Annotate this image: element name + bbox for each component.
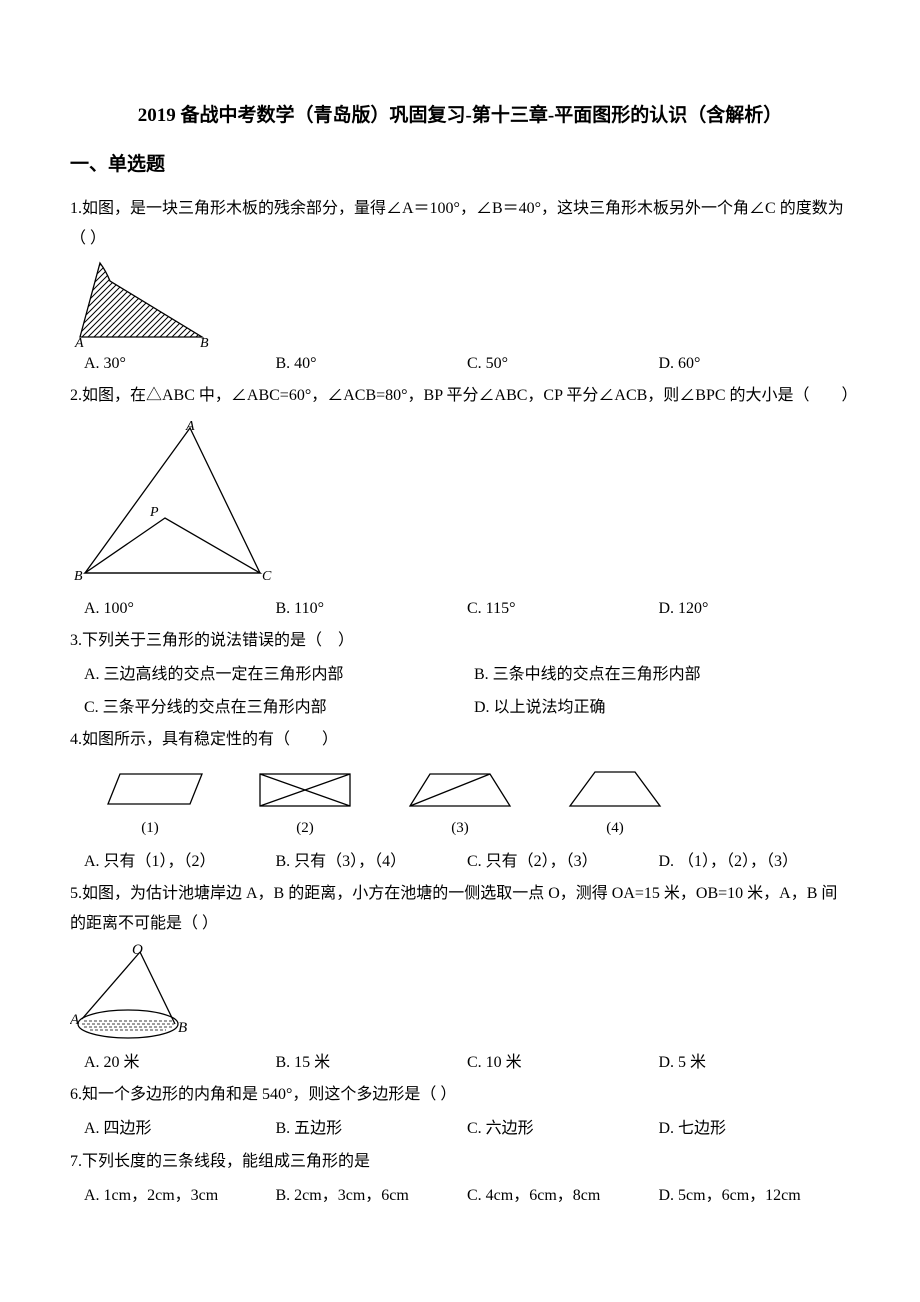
q3-opt-c: C. 三条平分线的交点在三角形内部 (70, 693, 474, 723)
q1-text: 1.如图，是一块三角形木板的残余部分，量得∠A＝100°，∠B＝40°，这块三角… (70, 194, 850, 255)
q4-figures: (1) (2) (3) (4) (90, 764, 850, 837)
q5-options: A. 20 米 B. 15 米 C. 10 米 D. 5 米 (70, 1048, 850, 1078)
doc-title: 2019 备战中考数学（青岛版）巩固复习-第十三章-平面图形的认识（含解析） (70, 100, 850, 127)
q1-options: A. 30° B. 40° C. 50° D. 60° (70, 349, 850, 379)
q7-options: A. 1cm，2cm，3cm B. 2cm，3cm，6cm C. 4cm，6cm… (70, 1181, 850, 1211)
q4-options: A. 只有（1），（2） B. 只有（3），（4） C. 只有（2），（3） D… (70, 847, 850, 877)
page: 2019 备战中考数学（青岛版）巩固复习-第十三章-平面图形的认识（含解析） 一… (0, 0, 920, 1302)
q6-text: 6.知一个多边形的内角和是 540°，则这个多边形是（ ） (70, 1080, 850, 1110)
q4-cap-2: (2) (250, 820, 360, 837)
q4-opt-a: A. 只有（1），（2） (70, 847, 276, 877)
q2-figure: A B C P (70, 418, 280, 588)
q4-fig-1: (1) (90, 764, 210, 837)
svg-text:C: C (262, 569, 272, 584)
svg-text:A: A (185, 419, 195, 434)
q4-opt-c: C. 只有（2），（3） (467, 847, 659, 877)
q2-opt-b: B. 110° (276, 594, 468, 624)
q5-opt-d: D. 5 米 (659, 1048, 851, 1078)
q7-opt-d: D. 5cm，6cm，12cm (659, 1181, 851, 1211)
q6-opt-b: B. 五边形 (276, 1114, 468, 1144)
q6-opt-d: D. 七边形 (659, 1114, 851, 1144)
q2-text: 2.如图，在△ABC 中，∠ABC=60°，∠ACB=80°，BP 平分∠ABC… (70, 381, 850, 411)
q6-opt-a: A. 四边形 (70, 1114, 276, 1144)
svg-text:B: B (74, 569, 83, 584)
q3-options-1: A. 三边高线的交点一定在三角形内部 B. 三条中线的交点在三角形内部 (70, 660, 850, 690)
q5-opt-a: A. 20 米 (70, 1048, 276, 1078)
q5-figure: O A B (70, 944, 200, 1044)
q4-opt-d: D. （1），（2），（3） (659, 847, 851, 877)
svg-text:P: P (149, 505, 159, 520)
q4-cap-1: (1) (90, 820, 210, 837)
q5-opt-b: B. 15 米 (276, 1048, 468, 1078)
q3-text: 3.下列关于三角形的说法错误的是（ ） (70, 626, 850, 656)
q1-opt-a: A. 30° (70, 349, 276, 379)
q4-opt-b: B. 只有（3），（4） (276, 847, 468, 877)
q4-cap-3: (3) (400, 820, 520, 837)
q3-opt-a: A. 三边高线的交点一定在三角形内部 (70, 660, 474, 690)
q1-figure: A B (70, 259, 215, 349)
q3-options-2: C. 三条平分线的交点在三角形内部 D. 以上说法均正确 (70, 693, 850, 723)
svg-text:O: O (132, 944, 143, 958)
q4-fig-2: (2) (250, 764, 360, 837)
q2-opt-a: A. 100° (70, 594, 276, 624)
svg-text:A: A (74, 336, 84, 349)
svg-text:B: B (178, 1020, 187, 1036)
q4-fig-4: (4) (560, 764, 670, 837)
q7-opt-c: C. 4cm，6cm，8cm (467, 1181, 659, 1211)
q4-text: 4.如图所示，具有稳定性的有（ ） (70, 725, 850, 755)
svg-text:A: A (70, 1012, 80, 1028)
q6-opt-c: C. 六边形 (467, 1114, 659, 1144)
svg-text:B: B (200, 336, 209, 349)
q3-opt-d: D. 以上说法均正确 (474, 693, 864, 723)
q7-opt-a: A. 1cm，2cm，3cm (70, 1181, 276, 1211)
q1-opt-b: B. 40° (276, 349, 468, 379)
q4-cap-4: (4) (560, 820, 670, 837)
q7-opt-b: B. 2cm，3cm，6cm (276, 1181, 468, 1211)
q3-opt-b: B. 三条中线的交点在三角形内部 (474, 660, 864, 690)
q6-options: A. 四边形 B. 五边形 C. 六边形 D. 七边形 (70, 1114, 850, 1144)
q1-opt-c: C. 50° (467, 349, 659, 379)
q5-opt-c: C. 10 米 (467, 1048, 659, 1078)
q2-opt-d: D. 120° (659, 594, 851, 624)
q4-fig-3: (3) (400, 764, 520, 837)
section-heading: 一、单选题 (70, 149, 850, 176)
q1-opt-d: D. 60° (659, 349, 851, 379)
q2-options: A. 100° B. 110° C. 115° D. 120° (70, 594, 850, 624)
q7-text: 7.下列长度的三条线段，能组成三角形的是 (70, 1147, 850, 1177)
q2-opt-c: C. 115° (467, 594, 659, 624)
q5-text: 5.如图，为估计池塘岸边 A，B 的距离，小方在池塘的一侧选取一点 O，测得 O… (70, 879, 850, 940)
